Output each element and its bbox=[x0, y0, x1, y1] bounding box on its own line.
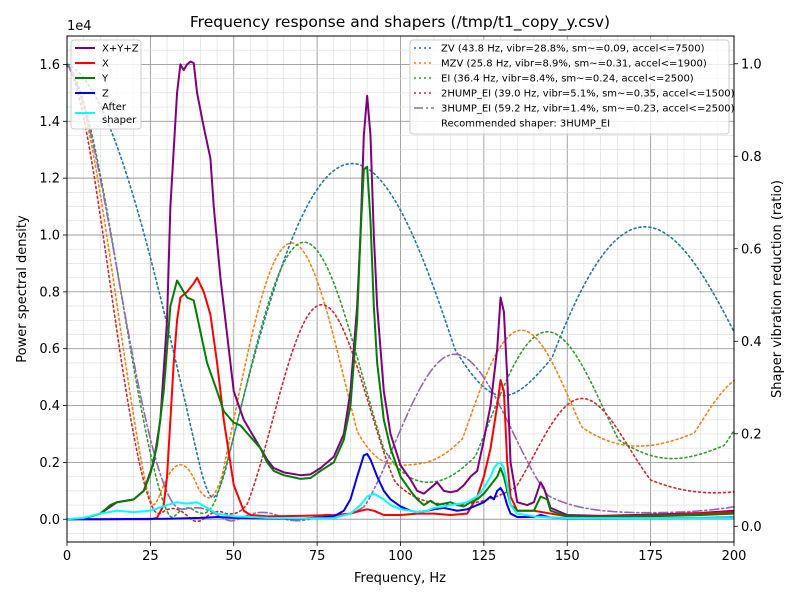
recommended-shaper-text: Recommended shaper: 3HUMP_EI bbox=[441, 119, 610, 130]
y-tick-label: 1.2 bbox=[39, 172, 60, 187]
legend-shaper-label: EI (36.4 Hz, vibr=8.4%, sm~=0.24, accel<… bbox=[441, 74, 694, 85]
y-offset-text: 1e4 bbox=[67, 19, 92, 34]
y2-axis-label: Shaper vibration reduction (ratio) bbox=[770, 180, 785, 398]
x-tick-label: 125 bbox=[471, 549, 496, 564]
y-tick-label: 0.0 bbox=[39, 513, 60, 528]
y-tick-label: 0.2 bbox=[39, 456, 60, 471]
x-tick-label: 150 bbox=[555, 549, 580, 564]
y-axis-label: Power spectral density bbox=[15, 215, 30, 363]
x-axis-label: Frequency, Hz bbox=[354, 571, 446, 586]
legend-shaper-label: 3HUMP_EI (59.2 Hz, vibr=1.4%, sm~=0.23, … bbox=[441, 104, 735, 115]
y2-tick-label: 0.6 bbox=[741, 242, 762, 257]
y2-tick-label: 0.8 bbox=[741, 150, 762, 165]
legend-psd-label: After bbox=[102, 102, 127, 113]
x-tick-label: 25 bbox=[142, 549, 159, 564]
x-tick-label: 75 bbox=[309, 549, 326, 564]
y-tick-label: 0.6 bbox=[39, 342, 60, 357]
y2-tick-label: 0.0 bbox=[741, 520, 762, 535]
y2-tick-label: 0.4 bbox=[741, 335, 762, 350]
legend-psd-label: Z bbox=[102, 89, 109, 100]
legend-psd: X+Y+Z XYZ After shaper bbox=[70, 39, 142, 130]
legend-psd-label: X bbox=[102, 59, 109, 70]
y2-tick-label: 1.0 bbox=[741, 57, 762, 72]
x-tick-label: 100 bbox=[388, 549, 413, 564]
y2-tick-label: 0.2 bbox=[741, 427, 762, 442]
grid bbox=[66, 35, 735, 542]
psd-curves bbox=[66, 60, 735, 521]
shaper-curve-ei bbox=[66, 64, 735, 518]
legend-psd-label: Y bbox=[101, 74, 109, 85]
y-tick-label: 0.4 bbox=[39, 399, 60, 414]
x-tick-label: 200 bbox=[722, 549, 747, 564]
y-tick-label: 0.8 bbox=[39, 285, 60, 300]
legend-psd-label: shaper bbox=[102, 115, 137, 126]
psd-curve-0 bbox=[66, 60, 735, 521]
y-tick-label: 1.4 bbox=[39, 115, 60, 130]
y-tick-label: 1.0 bbox=[39, 228, 60, 243]
legend-shapers: ZV (43.8 Hz, vibr=28.8%, sm~=0.09, accel… bbox=[409, 39, 735, 135]
legend-shaper-label: ZV (43.8 Hz, vibr=28.8%, sm~=0.09, accel… bbox=[441, 44, 705, 55]
shaper-curve-zv bbox=[66, 63, 735, 499]
psd-curve-4 bbox=[66, 461, 734, 521]
y-tick-label: 1.6 bbox=[39, 58, 60, 73]
shaper-curve-3hump_ei bbox=[66, 65, 735, 522]
axis-ticks: 0 25 50 75 100 125 150 175 200 0.0 0.2 0.4 0.6 0.8 1.0… bbox=[39, 57, 761, 564]
legend-shapers-frame bbox=[409, 39, 730, 135]
legend-psd-label: X+Y+Z bbox=[102, 44, 139, 55]
chart-title: Frequency response and shapers (/tmp/t1_… bbox=[190, 13, 610, 32]
x-tick-label: 50 bbox=[225, 549, 242, 564]
x-tick-label: 0 bbox=[63, 549, 71, 564]
legend-shaper-label: MZV (25.8 Hz, vibr=8.9%, sm~=0.31, accel… bbox=[441, 59, 707, 70]
x-tick-label: 175 bbox=[638, 549, 663, 564]
legend-shaper-label: 2HUMP_EI (39.0 Hz, vibr=5.1%, sm~=0.35, … bbox=[441, 89, 735, 100]
shaper-curve-2hump_ei bbox=[66, 65, 735, 523]
